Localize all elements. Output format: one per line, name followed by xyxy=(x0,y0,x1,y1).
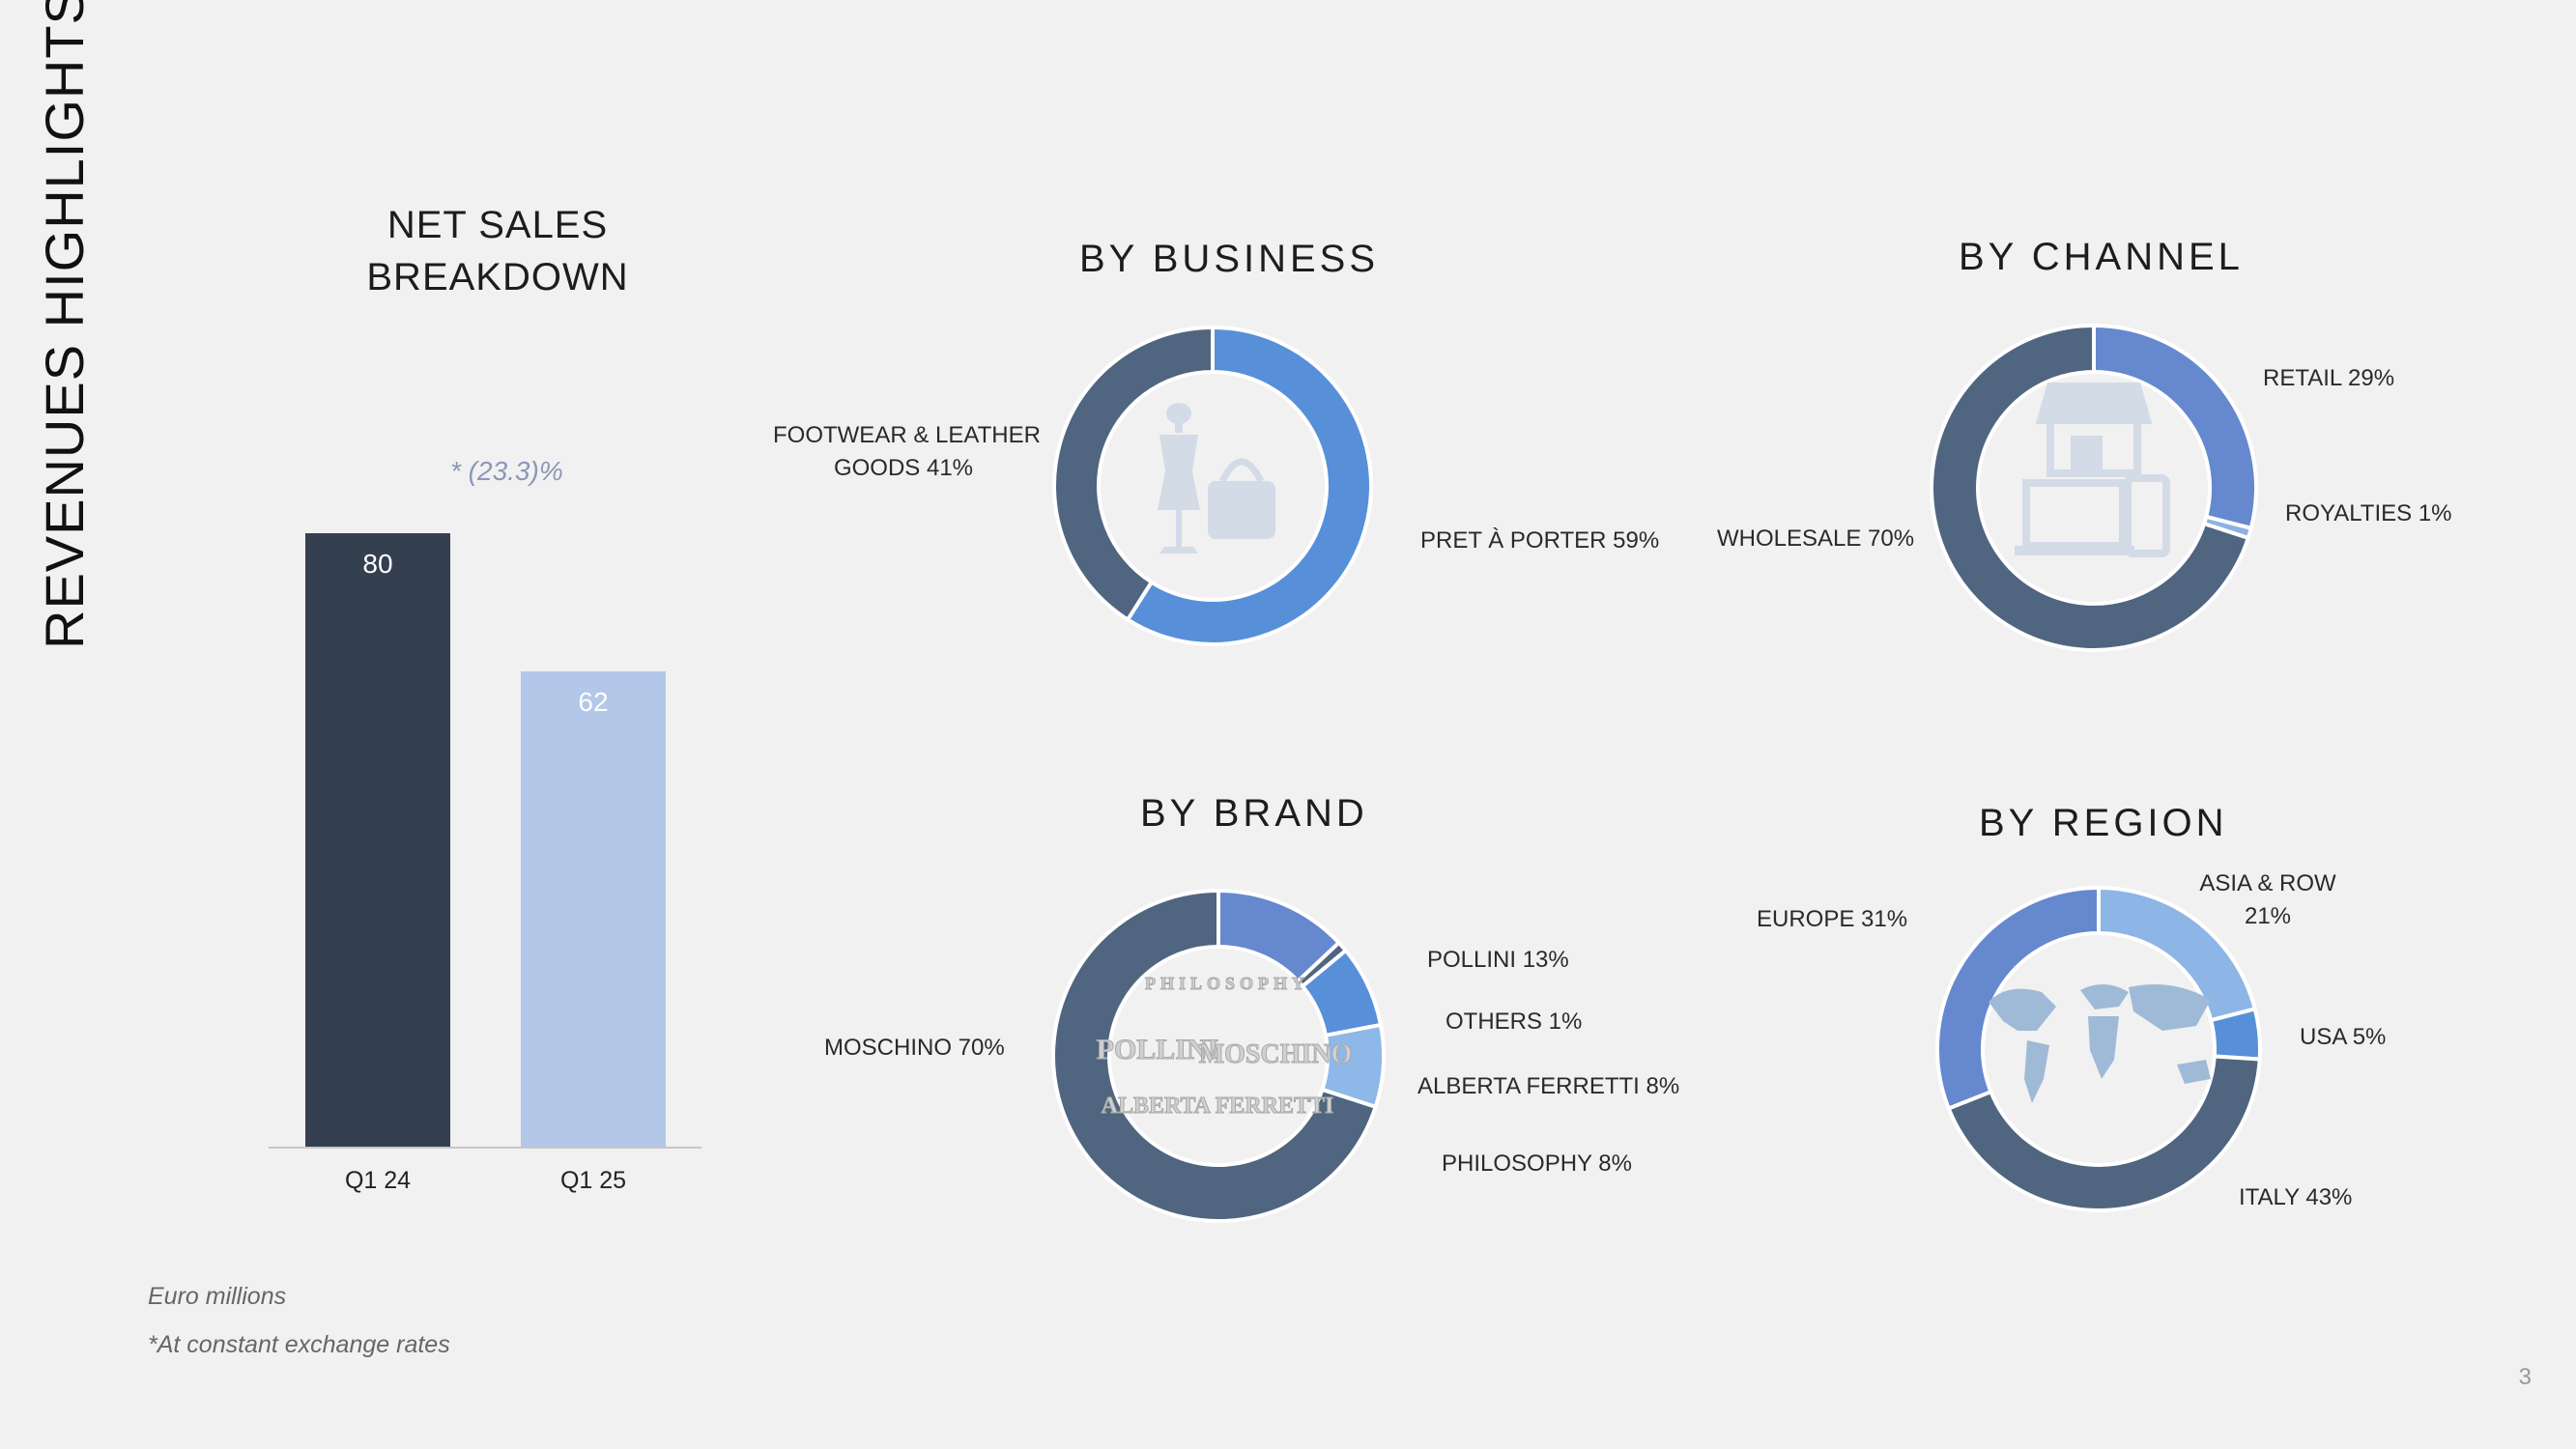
bar-chart-axis xyxy=(269,1147,701,1149)
net-sales-title-line2: BREAKDOWN xyxy=(366,256,629,298)
label-royalties: ROYALTIES 1% xyxy=(2285,500,2452,526)
label-italy: ITALY 43% xyxy=(2239,1184,2353,1210)
page-number: 3 xyxy=(2518,1364,2532,1390)
by-business-title: BY BUSINESS xyxy=(1079,238,1380,280)
donut-slice-pret-porter-59 xyxy=(1125,325,1373,646)
by-brand-donut: PHILOSOPHY POLLINI MOSCHINO ALBERTA FERR… xyxy=(1051,888,1386,1223)
label-asia-row: ASIA & ROW 21% xyxy=(2186,867,2350,933)
donut-slice-footwear-leather-goods-41 xyxy=(1052,325,1215,623)
label-footwear-leather: FOOTWEAR & LEATHER GOODS 41% xyxy=(773,419,1041,485)
donut-slice-italy-43 xyxy=(1946,1054,2262,1212)
x-tick-label: Q1 24 xyxy=(344,1167,412,1194)
brand-logo-philosophy: PHILOSOPHY xyxy=(1145,974,1309,993)
by-region-title: BY REGION xyxy=(1979,802,2228,844)
donut-slice-usa-5 xyxy=(2208,1007,2262,1062)
store-and-devices-icon xyxy=(2015,383,2170,557)
unit-note: Euro millions xyxy=(148,1283,287,1310)
net-sales-title: NET SALES BREAKDOWN xyxy=(338,199,657,303)
growth-annotation: * (23.3)% xyxy=(450,456,563,486)
by-channel-donut xyxy=(1930,323,2258,652)
brand-logo-moschino: MOSCHINO xyxy=(1199,1039,1353,1069)
bar-value-label: 80 xyxy=(362,549,393,579)
label-usa: USA 5% xyxy=(2300,1024,2387,1050)
by-region-donut xyxy=(1935,885,2262,1212)
donut-slice-retail-29 xyxy=(2092,323,2258,531)
by-business-donut xyxy=(1052,325,1373,646)
brand-logos: PHILOSOPHY POLLINI MOSCHINO ALBERTA FERR… xyxy=(1096,974,1353,1120)
label-asia-row-line1: ASIA & ROW xyxy=(2199,870,2336,896)
by-brand-title: BY BRAND xyxy=(1140,792,1368,835)
bar-q1-25 xyxy=(521,670,666,1147)
label-footwear-leather-line2: GOODS 41% xyxy=(833,455,974,481)
label-wholesale: WHOLESALE 70% xyxy=(1717,526,1915,552)
page-title: REVENUES HIGHLIGHTS xyxy=(34,0,95,649)
label-footwear-leather-line1: FOOTWEAR & LEATHER xyxy=(773,422,1041,448)
donut-slice-wholesale-70 xyxy=(1930,323,2251,652)
net-sales-title-line1: NET SALES xyxy=(386,204,609,246)
donut-slice-europe-31 xyxy=(1935,885,2101,1112)
bar-value-label: 62 xyxy=(578,686,609,717)
brand-logo-pollini: POLLINI xyxy=(1097,1034,1219,1065)
label-philosophy: PHILOSOPHY 8% xyxy=(1442,1151,1632,1177)
footnote: *At constant exchange rates xyxy=(148,1331,450,1358)
x-tick-label: Q1 25 xyxy=(559,1167,627,1194)
label-moschino: MOSCHINO 70% xyxy=(824,1035,1005,1061)
bar-q1-24 xyxy=(305,533,450,1147)
label-pollini: POLLINI 13% xyxy=(1427,947,1569,973)
label-asia-row-line2: 21% xyxy=(2244,903,2292,929)
brand-logo-alberta-ferretti: ALBERTA FERRETTI xyxy=(1102,1094,1334,1119)
mannequin-and-bag-icon xyxy=(1158,403,1275,554)
label-pret-a-porter: PRET À PORTER 59% xyxy=(1420,527,1660,554)
world-map-icon xyxy=(1989,983,2211,1103)
by-channel-title: BY CHANNEL xyxy=(1959,236,2244,278)
label-europe: EUROPE 31% xyxy=(1757,906,1908,932)
donut-slice-moschino-70 xyxy=(1051,888,1379,1223)
label-alberta-ferretti: ALBERTA FERRETTI 8% xyxy=(1417,1073,1680,1099)
label-retail: RETAIL 29% xyxy=(2263,365,2395,391)
label-others: OTHERS 1% xyxy=(1445,1009,1583,1035)
